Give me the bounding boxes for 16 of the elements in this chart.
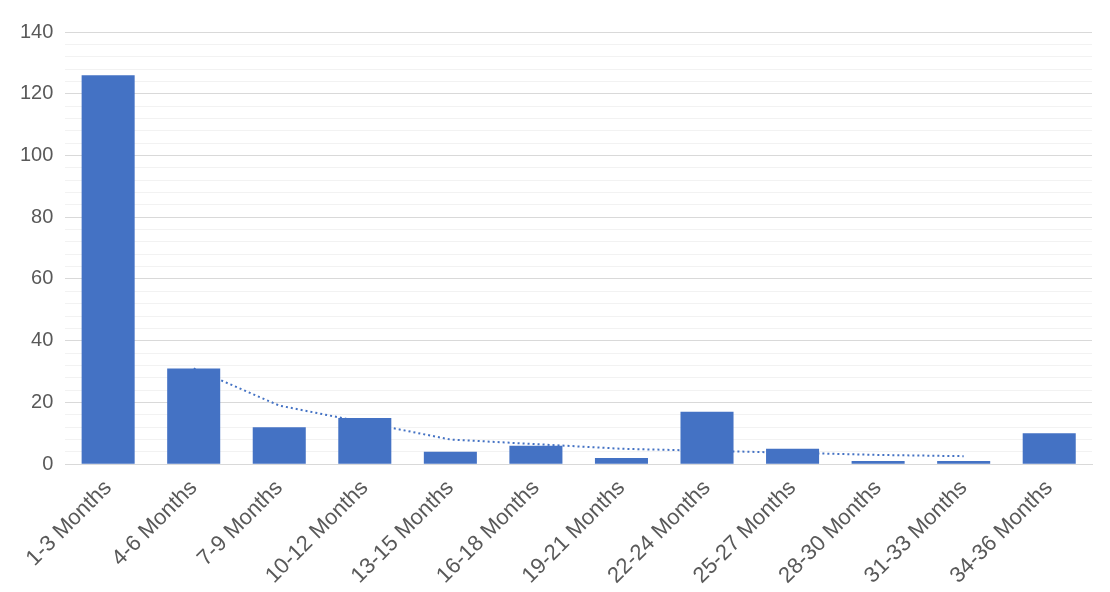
bar	[252, 427, 306, 464]
y-tick-label: 20	[31, 389, 54, 412]
y-tick-label: 120	[19, 81, 54, 104]
y-tick-label: 60	[31, 266, 54, 289]
y-tick-label: 40	[31, 328, 54, 351]
bar	[423, 451, 477, 464]
bar	[1022, 433, 1076, 464]
y-tick-label: 80	[31, 204, 54, 227]
y-tick-label: 140	[19, 19, 54, 42]
y-tick-label: 100	[19, 143, 54, 165]
y-tick-label: 0	[42, 451, 54, 474]
bar	[594, 458, 648, 464]
bar	[851, 461, 905, 464]
bar	[766, 448, 820, 464]
bar	[937, 461, 991, 464]
bar	[81, 75, 135, 464]
